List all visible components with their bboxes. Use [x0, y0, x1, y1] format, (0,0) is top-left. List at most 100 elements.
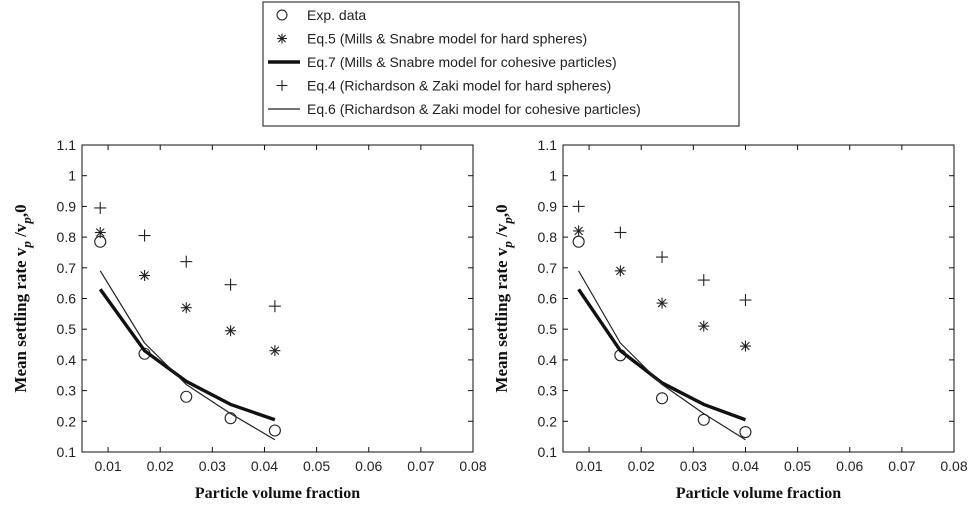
- right-plot: 0.1 0.2 0.3 0.4 0.5 0.6 0.7 0.8 0.9 1 1.1 0.01 0.02 0…: [492, 137, 968, 502]
- x-tick-label: 0.01: [575, 458, 602, 474]
- x-tick-label: 0.08: [459, 458, 486, 474]
- data-point-star: [698, 320, 710, 332]
- data-point-circle: [572, 235, 585, 248]
- eq6-line: [99, 270, 276, 441]
- y-axis-label-part: Mean settling rate v: [492, 247, 511, 392]
- legend: Exp. data Eq.5 (Mills & Snabre model for …: [262, 1, 740, 127]
- legend-symbol-0: [276, 9, 288, 21]
- data-point-star: [180, 302, 192, 314]
- series-0: [572, 235, 752, 439]
- eq7-line: [98, 288, 276, 422]
- y-axis-label-part: p: [19, 217, 34, 225]
- data-point-star: [225, 325, 237, 337]
- y-tick-label: 0.5: [57, 321, 77, 337]
- y-tick-label: 0.6: [538, 291, 558, 307]
- x-tick-label: 0.05: [784, 458, 811, 474]
- plot-frame: [81, 144, 474, 453]
- y-tick-label: 1.1: [57, 137, 77, 153]
- y-axis-label-part: /v: [492, 223, 511, 241]
- y-tick-label: 1.1: [538, 137, 558, 153]
- data-point-plus: [572, 200, 585, 213]
- series-3: [572, 200, 752, 307]
- y-tick-label: 0.1: [57, 444, 77, 460]
- y-tick-label: 0.1: [538, 444, 558, 460]
- series-2: [577, 288, 747, 422]
- x-tick-label: 0.02: [147, 458, 174, 474]
- data-point-plus: [614, 226, 627, 239]
- x-tick-label: 0.01: [94, 458, 121, 474]
- x-tick-label: 0.08: [940, 458, 967, 474]
- y-axis-label-part: p: [500, 241, 515, 249]
- data-point-plus: [94, 201, 107, 214]
- legend-symbol-1: [277, 33, 287, 44]
- x-axis-label: Particle volume fraction: [195, 485, 360, 502]
- data-point-star: [656, 297, 668, 309]
- x-tick-label: 0.07: [407, 458, 434, 474]
- y-tick-label: 0.2: [57, 413, 77, 429]
- y-axis-label-part: ,0: [492, 204, 511, 217]
- data-point-circle: [268, 424, 281, 437]
- series-3: [94, 201, 281, 313]
- left-plot: 0.1 0.2 0.3 0.4 0.5 0.6 0.7 0.8 0.9 1 1.1 0.01 0.02 0…: [11, 137, 487, 502]
- legend-label-4: Eq.6 (Richardson & Zaki model for cohesi…: [307, 101, 641, 117]
- legend-symbol-3: [276, 80, 288, 91]
- y-axis-label-part: ,0: [11, 204, 30, 217]
- data-point-circle: [224, 412, 237, 425]
- y-axis-label-part: /v: [11, 223, 30, 241]
- legend-label-1: Eq.5 (Mills & Snabre model for hard sphe…: [307, 31, 587, 47]
- legend-marker-0: [276, 9, 288, 21]
- data-point-star: [94, 226, 106, 238]
- series-2: [98, 288, 276, 422]
- data-point-plus: [739, 294, 752, 307]
- y-tick-label: 0.4: [57, 352, 77, 368]
- eq7-line: [577, 288, 747, 422]
- plot-frame: [562, 144, 955, 453]
- y-axis-label-part: p: [500, 217, 515, 225]
- y-axis-label-part: Mean settling rate v: [11, 247, 30, 392]
- data-point-circle: [656, 392, 669, 405]
- y-tick-label: 0.4: [538, 352, 558, 368]
- y-tick-label: 0.2: [538, 413, 558, 429]
- legend-box: [262, 1, 740, 127]
- x-tick-label: 0.03: [680, 458, 707, 474]
- x-axis-label: Particle volume fraction: [676, 485, 841, 502]
- y-tick-label: 0.3: [57, 383, 77, 399]
- y-tick-label: 0.3: [538, 383, 558, 399]
- data-point-plus: [656, 251, 669, 264]
- y-tick-label: 0.8: [57, 229, 77, 245]
- y-axis-label: Mean settling rate vp /vp,0: [492, 204, 515, 392]
- data-point-star: [739, 340, 751, 352]
- y-tick-label: 0.9: [57, 198, 77, 214]
- data-point-star: [269, 345, 281, 357]
- data-point-star: [139, 269, 151, 281]
- series-4: [99, 270, 276, 441]
- data-point-circle: [180, 390, 193, 403]
- data-point-circle: [739, 425, 752, 439]
- series-0: [94, 235, 281, 437]
- x-tick-label: 0.06: [355, 458, 382, 474]
- y-tick-label: 0.9: [538, 198, 558, 214]
- legend-label-2: Eq.7 (Mills & Snabre model for cohesive …: [307, 54, 617, 70]
- series-4: [578, 270, 746, 441]
- y-axis-label: Mean settling rate vp /vp,0: [11, 204, 34, 392]
- data-point-plus: [224, 278, 237, 291]
- x-tick-label: 0.04: [732, 458, 759, 474]
- y-axis-label-part: p: [19, 241, 34, 249]
- y-tick-label: 1: [68, 168, 76, 184]
- y-tick-label: 0.6: [57, 291, 77, 307]
- legend-marker-1: [277, 33, 287, 44]
- series-1: [94, 226, 281, 357]
- y-tick-label: 0.7: [57, 260, 77, 276]
- x-tick-label: 0.07: [888, 458, 915, 474]
- y-tick-label: 0.5: [538, 321, 558, 337]
- y-tick-label: 0.8: [538, 229, 558, 245]
- data-point-plus: [697, 274, 710, 287]
- data-point-star: [573, 225, 585, 237]
- x-tick-label: 0.06: [836, 458, 863, 474]
- data-point-star: [614, 265, 626, 277]
- series-1: [573, 225, 751, 352]
- x-tick-label: 0.04: [251, 458, 278, 474]
- x-tick-label: 0.03: [199, 458, 226, 474]
- data-point-plus: [268, 300, 281, 313]
- eq6-line: [578, 270, 746, 441]
